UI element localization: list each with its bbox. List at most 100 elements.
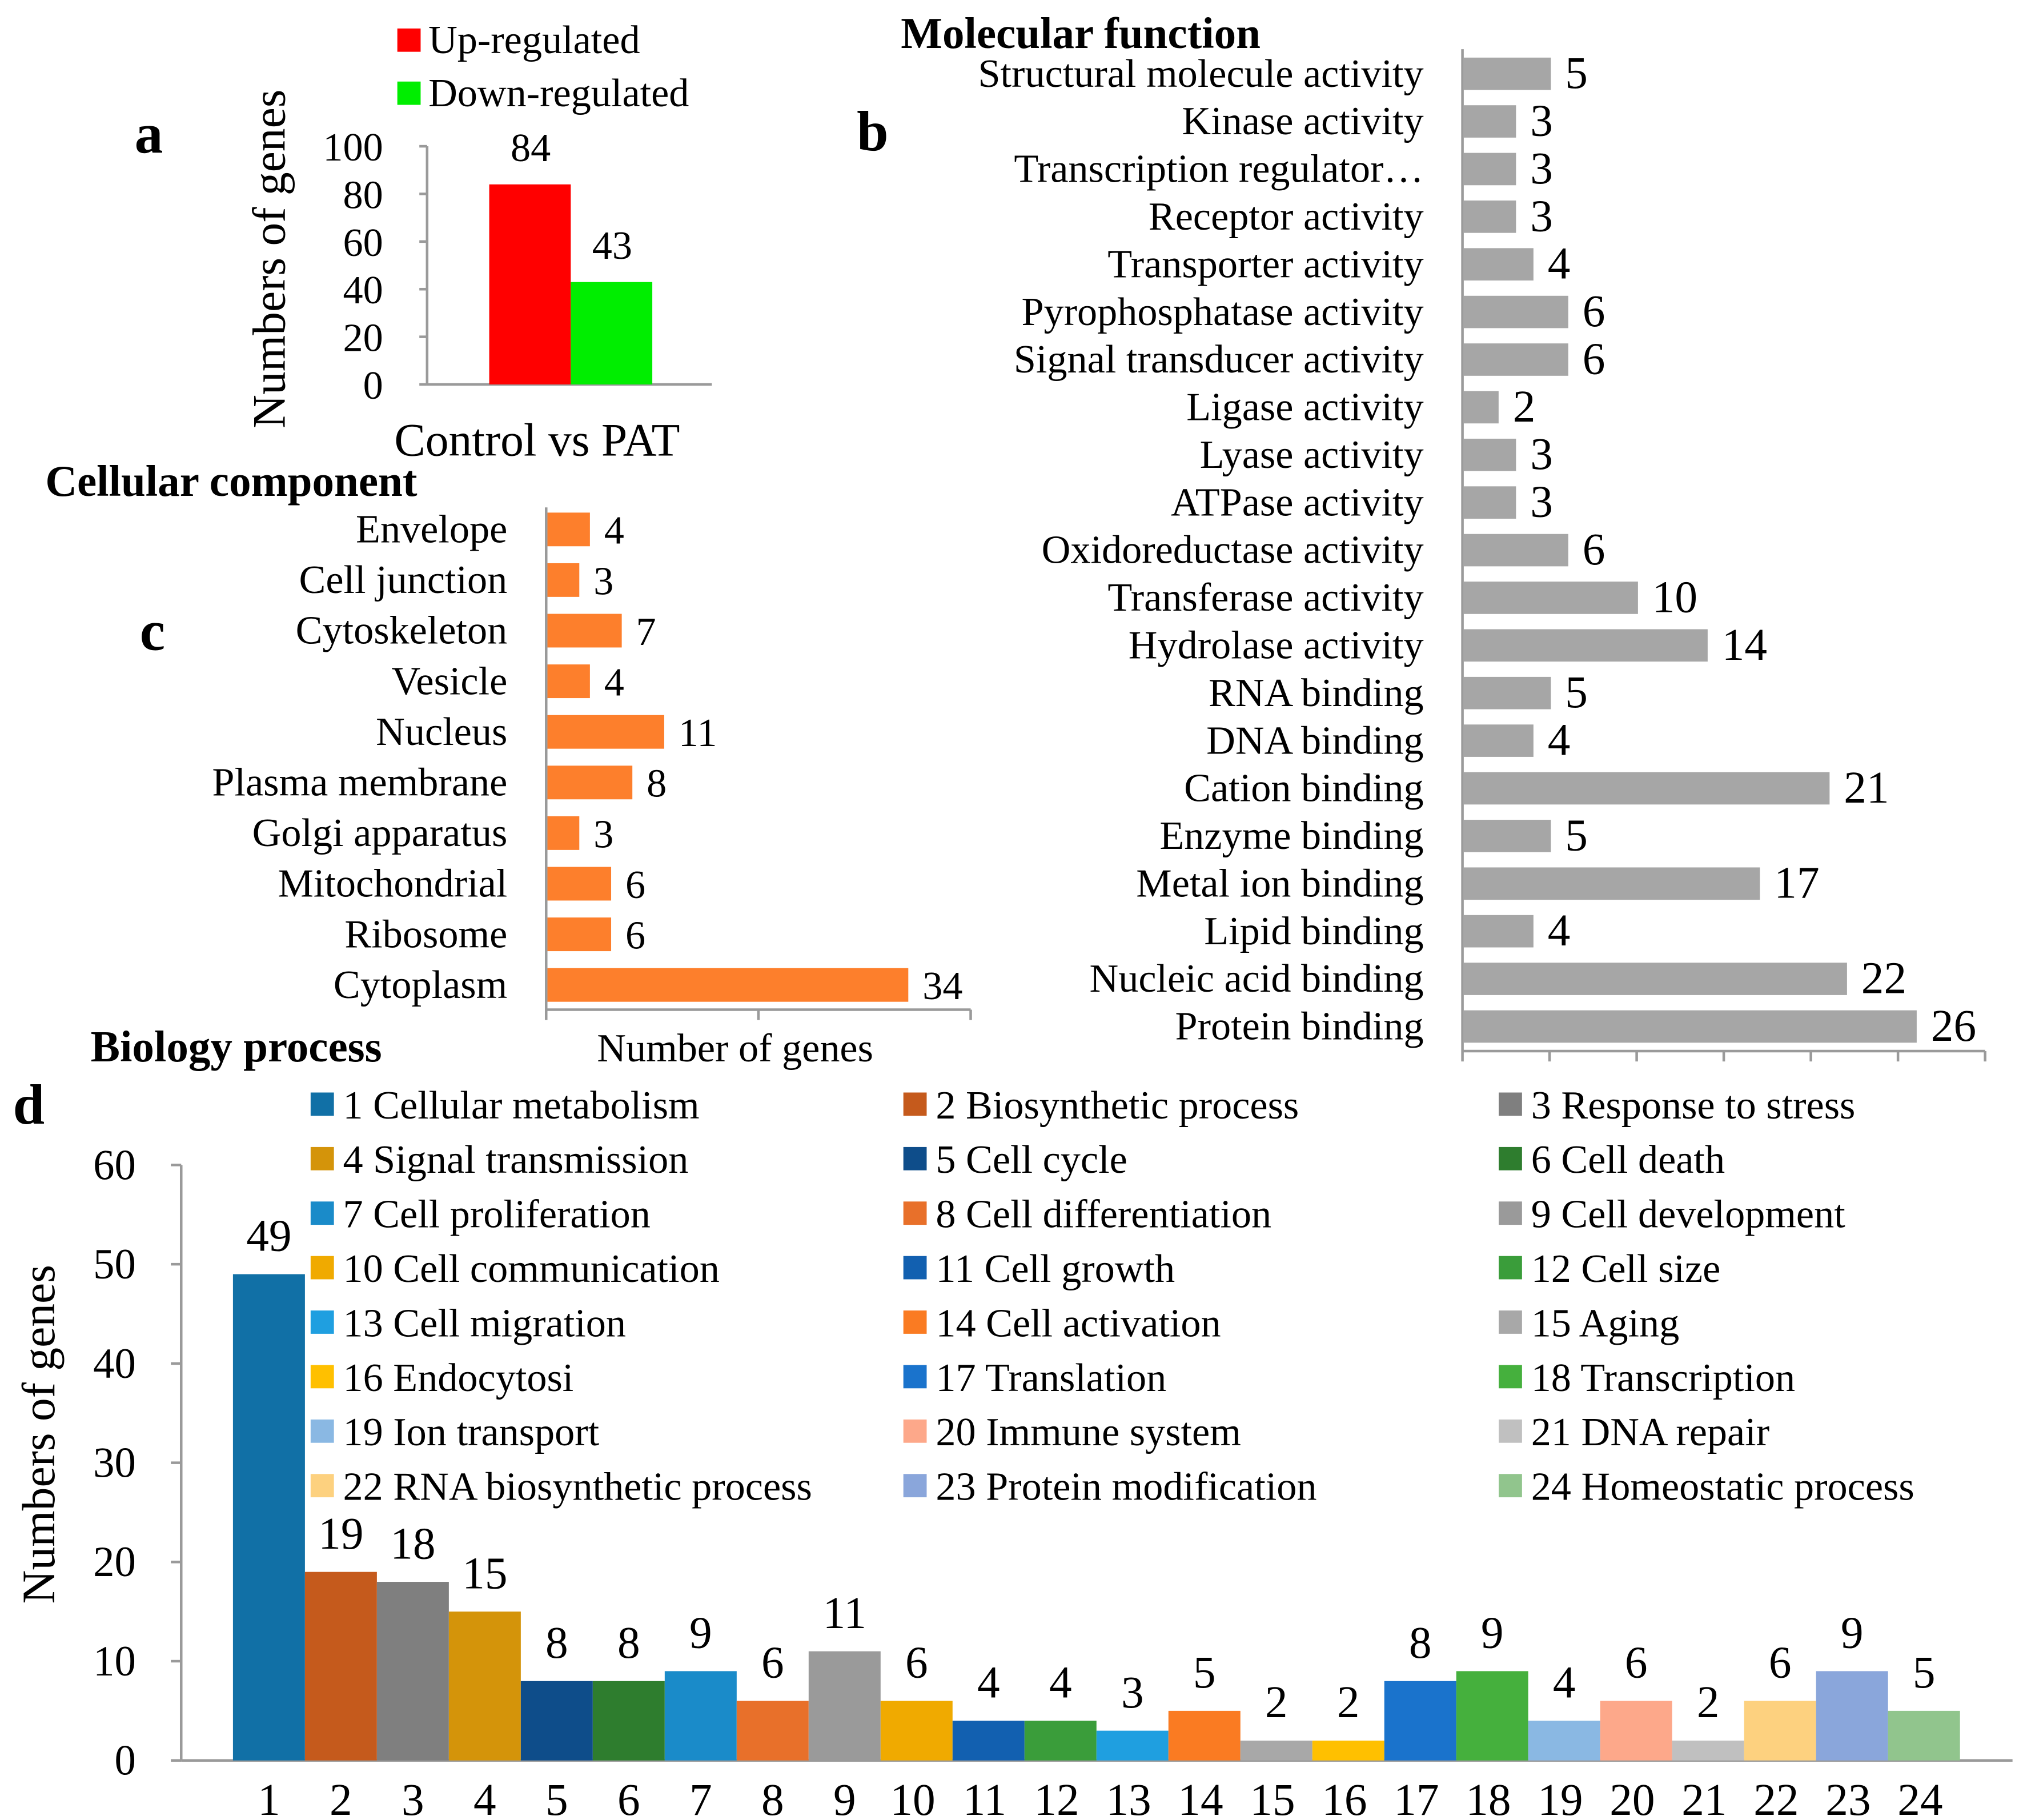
category-label: Cation binding	[1184, 766, 1423, 811]
data-label: 7	[636, 610, 656, 654]
data-label: 3	[1121, 1667, 1144, 1718]
x-tick-label: 17	[1394, 1775, 1439, 1820]
legend-swatch	[310, 1146, 334, 1170]
bar-20	[1600, 1701, 1672, 1761]
x-tick-label: 10	[890, 1775, 935, 1820]
y-tick-label: 40	[93, 1340, 136, 1388]
bar-23	[1816, 1671, 1888, 1761]
data-label: 4	[1553, 1657, 1576, 1707]
category-label: Metal ion binding	[1136, 861, 1423, 905]
bar-down-regulated	[571, 282, 653, 385]
data-label: 6	[625, 913, 645, 958]
x-tick-label: 14	[1178, 1775, 1223, 1820]
legend-label: 19 Ion transport	[343, 1410, 600, 1454]
legend-swatch	[903, 1092, 927, 1116]
legend-label: Down-regulated	[428, 71, 689, 115]
y-tick-label: 0	[115, 1737, 136, 1785]
data-label: 11	[679, 711, 717, 755]
legend-label: 9 Cell development	[1531, 1192, 1846, 1237]
y-tick-label: 80	[343, 173, 383, 217]
bar	[1463, 391, 1499, 424]
category-label: Envelope	[356, 507, 507, 551]
bar-14	[1168, 1710, 1241, 1761]
category-label: Transporter activity	[1107, 242, 1423, 286]
bar-9	[808, 1651, 881, 1761]
data-label: 26	[1931, 1001, 1976, 1051]
data-label: 14	[1722, 620, 1767, 670]
bar	[1463, 486, 1516, 519]
data-label: 4	[1049, 1657, 1072, 1707]
legend-swatch	[903, 1256, 927, 1280]
data-label: 5	[1565, 810, 1588, 860]
bar-18	[1456, 1671, 1528, 1761]
data-label: 5	[1565, 667, 1588, 717]
x-tick-label: 6	[617, 1775, 640, 1820]
data-label: 6	[761, 1638, 784, 1688]
bar-22	[1744, 1701, 1816, 1761]
bar	[1463, 724, 1534, 757]
bar	[1463, 57, 1551, 90]
legend-swatch	[310, 1474, 334, 1498]
bar	[1463, 772, 1830, 805]
bar	[547, 512, 590, 547]
legend-swatch	[310, 1419, 334, 1443]
x-tick-label: 13	[1106, 1775, 1151, 1820]
bar-up-regulated	[489, 184, 571, 385]
x-axis-label: Control vs PAT	[394, 414, 680, 466]
y-tick-label: 60	[343, 221, 383, 265]
data-label: 2	[1513, 382, 1536, 432]
data-label: 11	[823, 1588, 866, 1638]
category-label: Nucleus	[376, 709, 507, 754]
legend-label: 8 Cell differentiation	[936, 1192, 1271, 1237]
legend-label: 21 DNA repair	[1531, 1410, 1769, 1454]
data-label: 3	[593, 559, 613, 603]
category-label: Lipid binding	[1204, 909, 1423, 953]
x-tick-label: 24	[1897, 1775, 1942, 1820]
category-label: Golgi apparatus	[252, 811, 508, 855]
x-tick-label: 4	[473, 1775, 496, 1820]
bar-12	[1024, 1721, 1097, 1761]
legend-label: 5 Cell cycle	[936, 1137, 1127, 1182]
data-label: 8	[1409, 1618, 1432, 1668]
y-tick-label: 0	[363, 363, 383, 408]
y-tick-label: 20	[343, 316, 383, 360]
category-label: Mitochondrial	[278, 861, 507, 906]
bar	[1463, 915, 1534, 948]
y-tick-label: 20	[93, 1538, 136, 1586]
data-label: 15	[462, 1548, 507, 1598]
y-tick-label: 30	[93, 1440, 136, 1487]
category-label: Kinase activity	[1182, 99, 1423, 143]
legend-swatch	[310, 1201, 334, 1225]
data-label: 3	[1530, 477, 1553, 527]
category-label: ATPase activity	[1171, 480, 1424, 524]
category-label: Ligase activity	[1186, 385, 1423, 430]
legend-swatch	[903, 1365, 927, 1389]
bar	[547, 816, 580, 850]
category-label: Transferase activity	[1107, 575, 1423, 620]
bar	[1463, 820, 1551, 852]
legend-swatch	[1499, 1365, 1522, 1389]
data-label: 4	[604, 508, 624, 553]
data-label: 49	[246, 1211, 291, 1261]
legend-label: 3 Response to stress	[1531, 1083, 1856, 1128]
category-label: Enzyme binding	[1159, 813, 1423, 858]
y-axis-label: Numbers of genes	[13, 1265, 65, 1603]
bar	[1463, 295, 1568, 328]
category-label: Protein binding	[1175, 1004, 1424, 1049]
data-label: 5	[1565, 48, 1588, 98]
data-label: 2	[1265, 1677, 1288, 1727]
category-label: Lyase activity	[1200, 432, 1424, 477]
category-label: Hydrolase activity	[1129, 623, 1424, 667]
bar	[1463, 438, 1516, 471]
bar-6	[592, 1681, 665, 1761]
data-label: 4	[1548, 715, 1571, 765]
data-label: 4	[977, 1657, 1000, 1707]
data-label: 21	[1844, 763, 1889, 813]
data-label: 9	[1481, 1608, 1504, 1658]
legend-label: 2 Biosynthetic process	[936, 1083, 1299, 1128]
data-label: 17	[1774, 858, 1819, 908]
data-label: 9	[1841, 1608, 1864, 1658]
data-label: 6	[1625, 1638, 1648, 1688]
legend-swatch	[310, 1092, 334, 1116]
panel-label-b: b	[857, 99, 888, 163]
